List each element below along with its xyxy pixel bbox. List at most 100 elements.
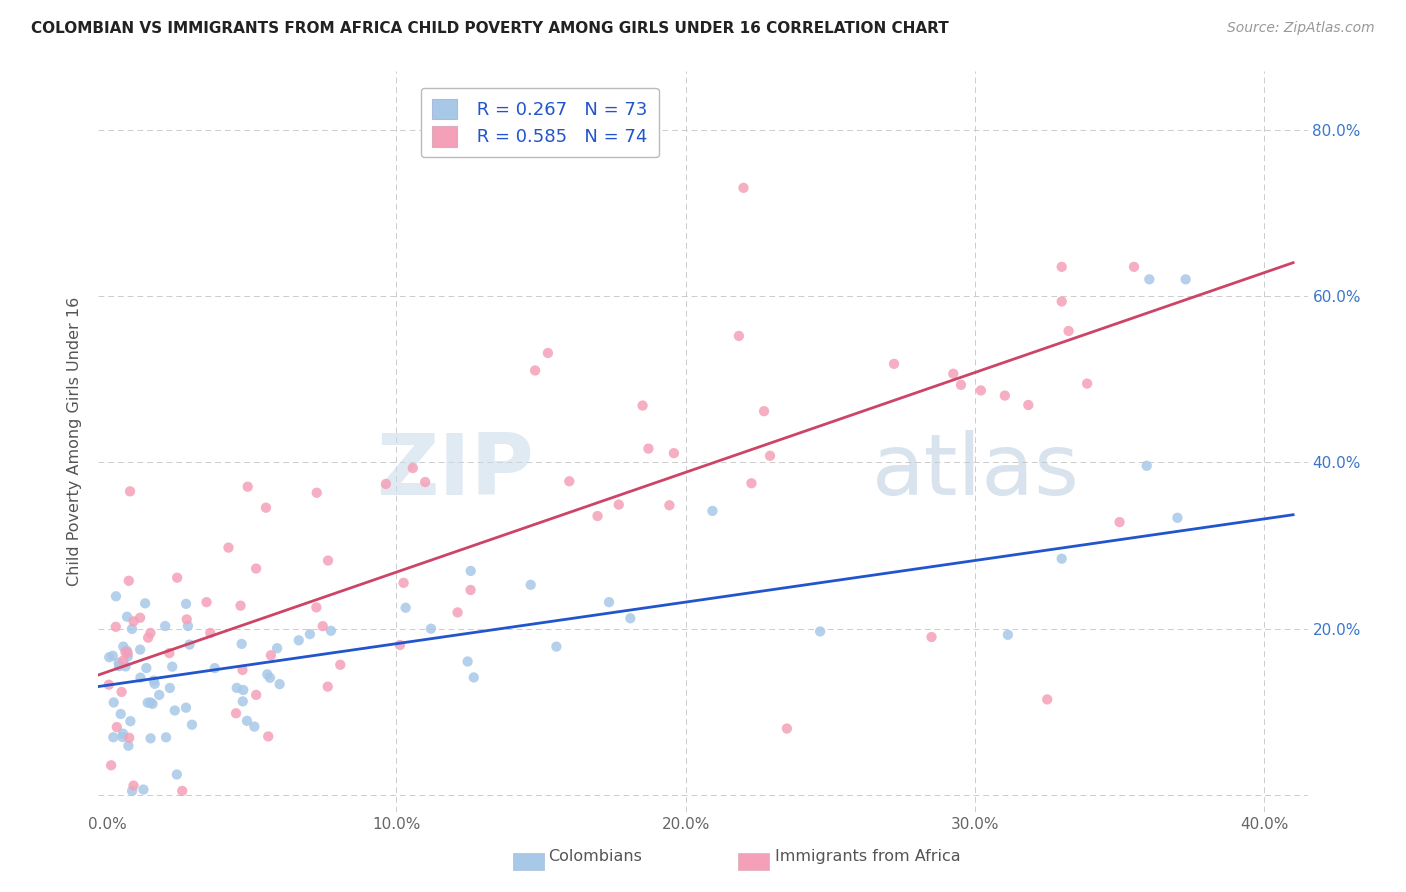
Point	[104, 589, 127, 603]
Text: COLOMBIAN VS IMMIGRANTS FROM AFRICA CHILD POVERTY AMONG GIRLS UNDER 16 CORRELATI: COLOMBIAN VS IMMIGRANTS FROM AFRICA CHIL…	[31, 21, 949, 36]
Point	[1036, 692, 1059, 706]
Point	[110, 685, 132, 699]
Point	[776, 722, 799, 736]
Point	[166, 571, 188, 585]
Point	[287, 633, 309, 648]
Point	[225, 706, 247, 721]
Point	[100, 758, 122, 772]
Point	[586, 508, 609, 523]
Point	[558, 475, 581, 489]
Point	[115, 643, 138, 657]
Text: ZIP: ZIP	[375, 430, 534, 513]
Point	[402, 461, 425, 475]
Point	[298, 627, 321, 641]
Point	[598, 595, 620, 609]
Point	[200, 626, 222, 640]
Point	[179, 638, 201, 652]
Point	[256, 667, 278, 681]
Point	[103, 695, 125, 709]
Point	[118, 731, 141, 745]
Point	[117, 739, 139, 753]
Point	[108, 659, 131, 673]
Point	[143, 677, 166, 691]
Point	[195, 595, 218, 609]
Point	[808, 624, 831, 639]
Point	[121, 622, 143, 636]
Point	[142, 673, 165, 688]
Point	[637, 442, 659, 456]
Point	[177, 619, 200, 633]
Point	[524, 363, 547, 377]
Point	[157, 646, 180, 660]
Point	[101, 648, 124, 663]
Point	[129, 642, 152, 657]
Point	[546, 640, 568, 654]
Point	[159, 681, 181, 695]
Point	[305, 600, 328, 615]
Point	[98, 650, 121, 665]
Point	[463, 670, 485, 684]
Point	[104, 620, 127, 634]
Point	[970, 384, 993, 398]
Point	[129, 671, 152, 685]
Point	[759, 449, 782, 463]
Point	[519, 578, 541, 592]
Point	[1166, 510, 1188, 524]
Point	[132, 782, 155, 797]
Point	[245, 688, 267, 702]
Point	[232, 694, 254, 708]
Point	[141, 697, 163, 711]
Text: Colombians: Colombians	[548, 849, 643, 863]
Point	[316, 553, 339, 567]
Point	[394, 600, 416, 615]
Point	[1050, 294, 1073, 309]
Point	[1076, 376, 1098, 391]
Point	[1050, 551, 1073, 566]
Point	[231, 637, 253, 651]
Point	[172, 784, 194, 798]
Point	[134, 596, 156, 610]
Point	[232, 683, 254, 698]
Point	[1174, 272, 1197, 286]
Point	[112, 653, 135, 667]
Point	[266, 641, 288, 656]
Point	[107, 656, 129, 670]
Point	[163, 704, 186, 718]
Point	[1050, 260, 1073, 274]
Point	[413, 475, 436, 489]
Point	[1137, 272, 1160, 286]
Point	[139, 731, 162, 746]
Point	[136, 696, 159, 710]
Point	[260, 648, 283, 663]
Point	[1123, 260, 1146, 274]
Point	[392, 575, 415, 590]
Point	[181, 717, 204, 731]
Point	[319, 624, 342, 638]
Point	[111, 726, 134, 740]
Point	[120, 714, 142, 729]
Point	[254, 500, 277, 515]
Text: atlas: atlas	[872, 430, 1080, 513]
Point	[883, 357, 905, 371]
Point	[921, 630, 943, 644]
Point	[114, 645, 136, 659]
Point	[148, 688, 170, 702]
Point	[949, 377, 972, 392]
Point	[1057, 324, 1080, 338]
Point	[176, 612, 198, 626]
Point	[139, 626, 162, 640]
Point	[117, 646, 139, 660]
Point	[752, 404, 775, 418]
Point	[257, 730, 280, 744]
Point	[118, 574, 141, 588]
Point	[139, 696, 162, 710]
Point	[155, 731, 177, 745]
Text: Source: ZipAtlas.com: Source: ZipAtlas.com	[1227, 21, 1375, 35]
Point	[245, 561, 267, 575]
Point	[129, 611, 152, 625]
Point	[662, 446, 685, 460]
Point	[460, 582, 482, 597]
Point	[218, 541, 240, 555]
Point	[942, 367, 965, 381]
Point	[631, 399, 654, 413]
